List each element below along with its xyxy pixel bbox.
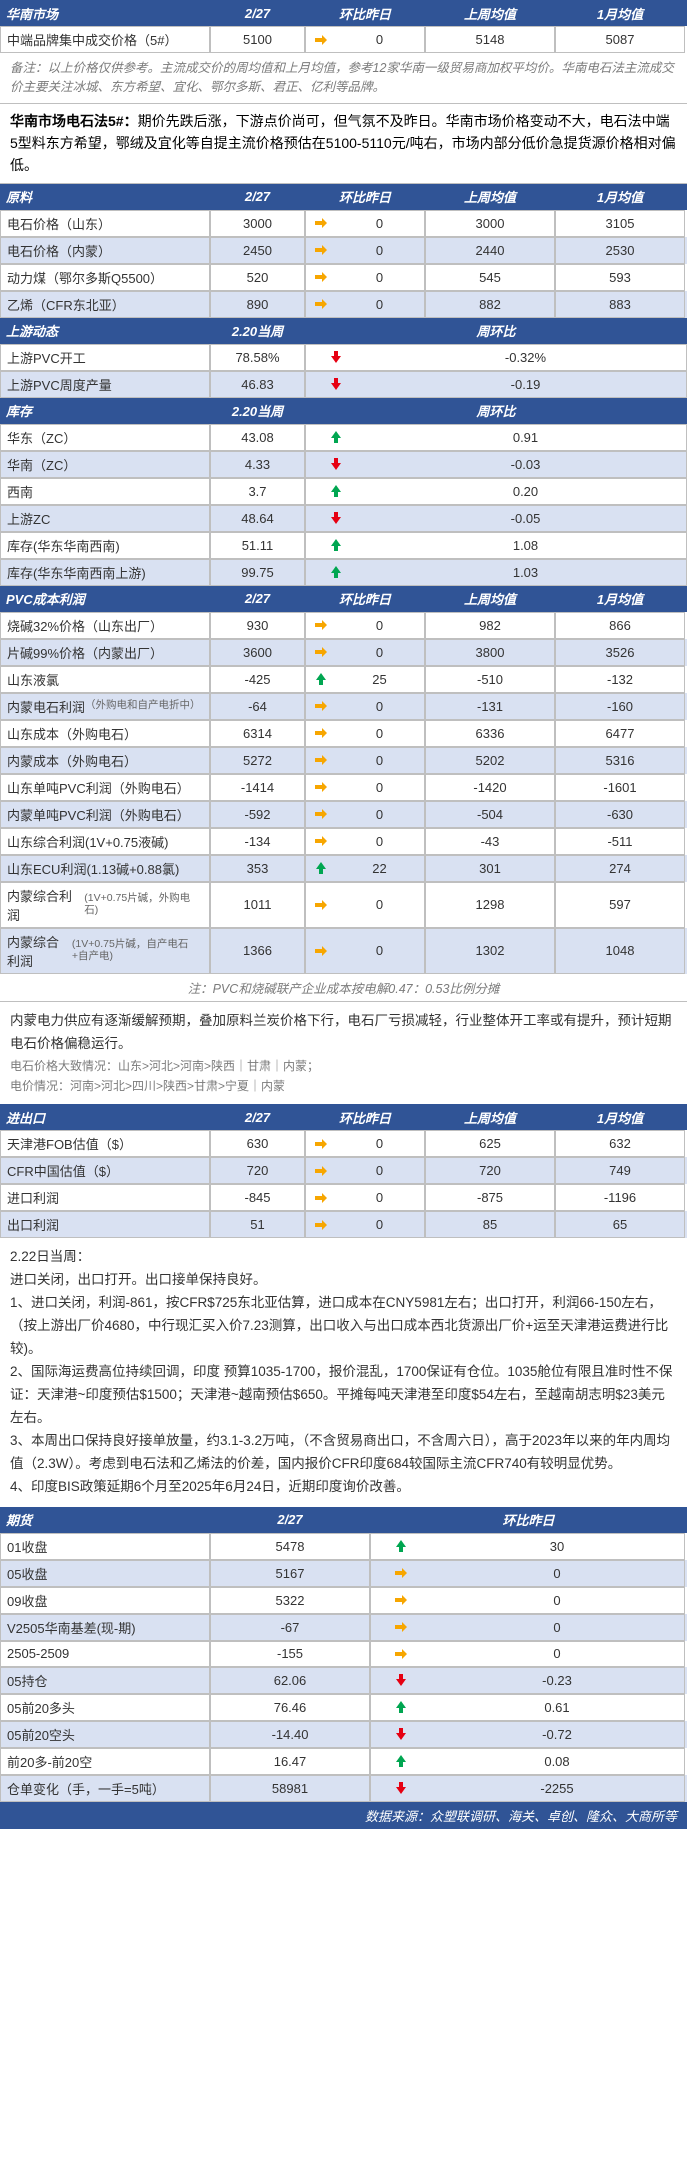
arrow-icon — [305, 344, 365, 371]
futures-row: 05前20多头76.460.61 — [0, 1694, 687, 1721]
arrow-icon — [305, 801, 335, 828]
data-row: 上游PVC开工78.58%-0.32% — [0, 344, 687, 371]
futures-row: 05收盘51670 — [0, 1560, 687, 1587]
futures-row: 01收盘547830 — [0, 1533, 687, 1560]
data-row: 内蒙综合利润(1V+0.75片碱，外购电石)101101298597 — [0, 882, 687, 928]
arrow-icon — [370, 1587, 430, 1614]
futures-row: 2505-2509-1550 — [0, 1641, 687, 1667]
huanan-note: 备注：以上价格仅供参考。主流成交价的周均值和上月均值，参考12家华南一级贸易商加… — [0, 53, 687, 104]
data-row: 烧碱32%价格（山东出厂）9300982866 — [0, 612, 687, 639]
data-row: 电石价格（山东）3000030003105 — [0, 210, 687, 237]
huanan-row: 中端品牌集中成交价格（5#）5100051485087 — [0, 26, 687, 53]
data-row: 乙烯（CFR东北亚）8900882883 — [0, 291, 687, 318]
arrow-icon — [305, 928, 335, 974]
arrow-icon — [305, 424, 365, 451]
arrow-icon — [305, 371, 365, 398]
analysis-2: 2.22日当周： 进口关闭，出口打开。出口接单保持良好。1、进口关闭，利润-86… — [0, 1238, 687, 1506]
arrow-icon — [305, 1211, 335, 1238]
arrow-icon — [305, 264, 335, 291]
arrow-icon — [305, 1157, 335, 1184]
data-row: 内蒙单吨PVC利润（外购电石）-5920-504-630 — [0, 801, 687, 828]
data-row: 内蒙成本（外购电石）5272052025316 — [0, 747, 687, 774]
arrow-icon — [370, 1667, 430, 1694]
arrow-icon — [305, 505, 365, 532]
section-header: 原料2/27环比昨日上周均值1月均值 — [0, 184, 687, 210]
section-header: 库存2.20当周周环比 — [0, 398, 687, 424]
data-row: 动力煤（鄂尔多斯Q5500）5200545593 — [0, 264, 687, 291]
huanan-summary: 华南市场电石法5#：期价先跌后涨，下游点价尚可，但气氛不及昨日。华南市场价格变动… — [0, 104, 687, 184]
arrow-icon — [305, 828, 335, 855]
futures-row: 05持仓62.06-0.23 — [0, 1667, 687, 1694]
data-row: 库存(华东华南西南上游)99.751.03 — [0, 559, 687, 586]
pvc-foot-note: 注：PVC和烧碱联产企业成本按电解0.47：0.53比例分摊 — [0, 974, 687, 1002]
arrow-icon — [305, 666, 335, 693]
data-row: 电石价格（内蒙）2450024402530 — [0, 237, 687, 264]
section-header: 上游动态2.20当周周环比 — [0, 318, 687, 344]
arrow-icon — [305, 478, 365, 505]
arrow-icon — [305, 747, 335, 774]
arrow-icon — [370, 1721, 430, 1748]
arrow-icon — [305, 855, 335, 882]
arrow-icon — [305, 26, 335, 53]
arrow-icon — [305, 291, 335, 318]
arrow-icon — [370, 1775, 430, 1802]
arrow-icon — [305, 612, 335, 639]
futures-row: 仓单变化（手，一手=5吨）58981-2255 — [0, 1775, 687, 1802]
arrow-icon — [305, 720, 335, 747]
data-row: 内蒙综合利润(1V+0.75片碱，自产电石+自产电)1366013021048 — [0, 928, 687, 974]
data-row: 内蒙电石利润（外购电和自产电折中）-640-131-160 — [0, 693, 687, 720]
arrow-icon — [305, 532, 365, 559]
futures-row: 09收盘53220 — [0, 1587, 687, 1614]
data-row: 华南（ZC）4.33-0.03 — [0, 451, 687, 478]
futures-row: V2505华南基差(现-期)-670 — [0, 1614, 687, 1641]
arrow-icon — [305, 1184, 335, 1211]
arrow-icon — [305, 210, 335, 237]
arrow-icon — [370, 1694, 430, 1721]
arrow-icon — [370, 1748, 430, 1775]
arrow-icon — [305, 639, 335, 666]
arrow-icon — [305, 882, 335, 928]
data-row: 上游ZC48.64-0.05 — [0, 505, 687, 532]
futures-row: 前20多-前20空16.470.08 — [0, 1748, 687, 1775]
data-row: CFR中国估值（$）7200720749 — [0, 1157, 687, 1184]
data-row: 片碱99%价格（内蒙出厂）3600038003526 — [0, 639, 687, 666]
arrow-icon — [305, 559, 365, 586]
arrow-icon — [305, 774, 335, 801]
data-row: 华东（ZC）43.080.91 — [0, 424, 687, 451]
futures-row: 05前20空头-14.40-0.72 — [0, 1721, 687, 1748]
data-row: 山东单吨PVC利润（外购电石）-14140-1420-1601 — [0, 774, 687, 801]
arrow-icon — [305, 451, 365, 478]
data-source: 数据来源：众塑联调研、海关、卓创、隆众、大商所等 — [0, 1802, 687, 1829]
data-row: 山东综合利润(1V+0.75液碱)-1340-43-511 — [0, 828, 687, 855]
data-row: 西南3.70.20 — [0, 478, 687, 505]
arrow-icon — [305, 1130, 335, 1157]
data-row: 出口利润5108565 — [0, 1211, 687, 1238]
data-row: 山东液氯-42525-510-132 — [0, 666, 687, 693]
section-header: 进出口2/27环比昨日上周均值1月均值 — [0, 1104, 687, 1130]
arrow-icon — [370, 1614, 430, 1641]
arrow-icon — [305, 693, 335, 720]
data-row: 山东成本（外购电石）6314063366477 — [0, 720, 687, 747]
data-row: 上游PVC周度产量46.83-0.19 — [0, 371, 687, 398]
data-row: 进口利润-8450-875-1196 — [0, 1184, 687, 1211]
arrow-icon — [370, 1560, 430, 1587]
huanan-header: 华南市场2/27环比昨日上周均值1月均值 — [0, 0, 687, 26]
analysis-1: 内蒙电力供应有逐渐缓解预期，叠加原料兰炭价格下行，电石厂亏损减轻，行业整体开工率… — [0, 1002, 687, 1105]
futures-header: 期货2/27环比昨日 — [0, 1507, 687, 1533]
section-header: PVC成本利润2/27环比昨日上周均值1月均值 — [0, 586, 687, 612]
arrow-icon — [370, 1533, 430, 1560]
data-row: 天津港FOB估值（$）6300625632 — [0, 1130, 687, 1157]
arrow-icon — [305, 237, 335, 264]
data-row: 库存(华东华南西南)51.111.08 — [0, 532, 687, 559]
data-row: 山东ECU利润(1.13碱+0.88氯)35322301274 — [0, 855, 687, 882]
arrow-icon — [370, 1641, 430, 1667]
